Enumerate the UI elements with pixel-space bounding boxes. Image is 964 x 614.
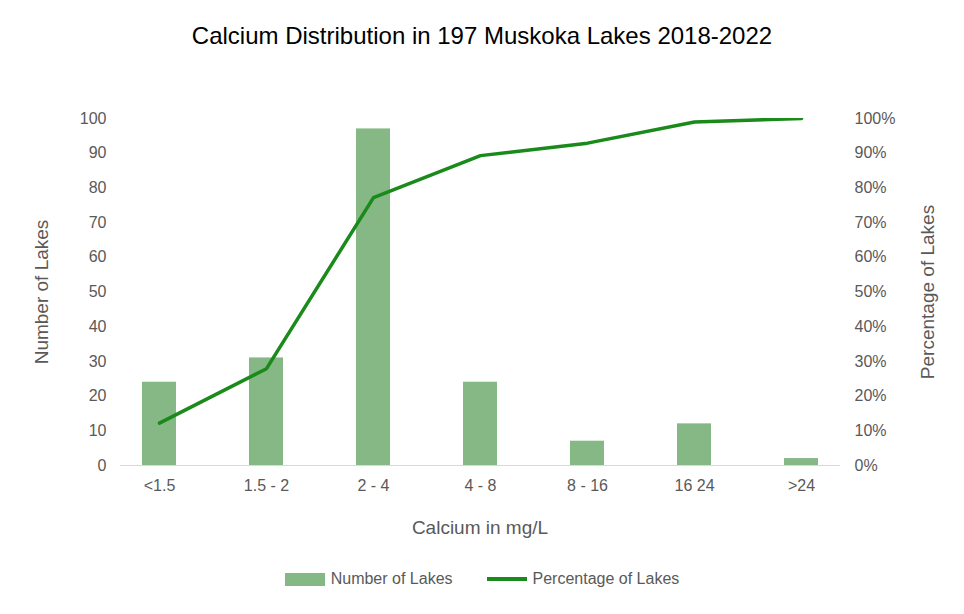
svg-text:30: 30 [89, 353, 107, 370]
svg-text:20%: 20% [855, 387, 887, 404]
svg-text:70%: 70% [855, 214, 887, 231]
svg-text:60: 60 [89, 248, 107, 265]
svg-text:4 - 8: 4 - 8 [464, 477, 496, 494]
html-text:Calcium Distribution in 197 Mu: Calcium Distribution in 197 Muskoka Lake… [191, 22, 773, 49]
svg-text:70: 70 [89, 214, 107, 231]
html-text:Percentage of Lakes: Percentage of Lakes [532, 570, 680, 587]
svg-text:80%: 80% [855, 179, 887, 196]
svg-text:50%: 50% [855, 283, 887, 300]
html-text:Percentage of Lakes: Percentage of Lakes [917, 204, 938, 380]
svg-text:20: 20 [89, 387, 107, 404]
svg-text:1.5 - 2: 1.5 - 2 [244, 477, 289, 494]
svg-text:10: 10 [89, 422, 107, 439]
html-text:Calcium in mg/L: Calcium in mg/L [411, 517, 549, 538]
svg-text:0: 0 [98, 457, 107, 474]
svg-text:90: 90 [89, 144, 107, 161]
svg-text:2 - 4: 2 - 4 [357, 477, 389, 494]
svg-text:60%: 60% [855, 248, 887, 265]
svg-text:8 - 16: 8 - 16 [567, 477, 608, 494]
svg-text:<1.5: <1.5 [144, 477, 176, 494]
svg-text:80: 80 [89, 179, 107, 196]
svg-text:10%: 10% [855, 422, 887, 439]
svg-text:40%: 40% [855, 318, 887, 335]
svg-text:50: 50 [89, 283, 107, 300]
svg-text:30%: 30% [855, 353, 887, 370]
svg-text:90%: 90% [855, 144, 887, 161]
svg-text:40: 40 [89, 318, 107, 335]
svg-text:100%: 100% [855, 110, 896, 127]
svg-text:0%: 0% [855, 457, 878, 474]
html-text:Number of Lakes: Number of Lakes [31, 219, 52, 365]
svg-text:>24: >24 [788, 477, 815, 494]
svg-text:16 24: 16 24 [674, 477, 714, 494]
html-text:Number of Lakes: Number of Lakes [330, 570, 453, 587]
svg-text:100: 100 [80, 110, 107, 127]
